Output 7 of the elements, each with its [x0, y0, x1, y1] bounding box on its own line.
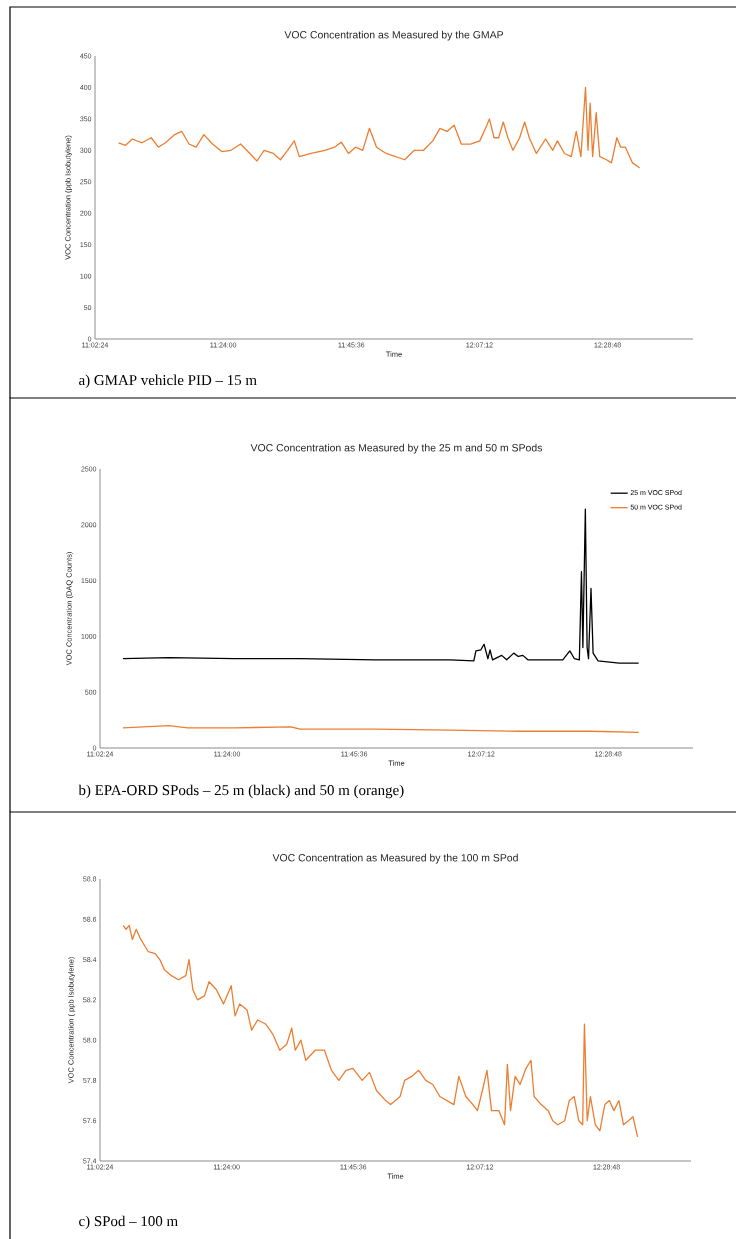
chart-title: VOC Concentration as Measured by the 100 m SPod	[272, 853, 518, 864]
text: b) EPA-ORD SPods – 25 m (black) and 50 m (orange)	[78, 784, 404, 799]
chart-title: VOC Concentration as Measured by the 25 m and 50 m SPods	[250, 443, 543, 454]
line-series	[122, 725, 640, 734]
text: a) GMAP vehicle PID – 15 m	[79, 374, 257, 389]
text: c) SPod – 100 m	[79, 1215, 178, 1230]
chart-title: VOC Concentration as Measured by the GMAP	[284, 30, 504, 41]
